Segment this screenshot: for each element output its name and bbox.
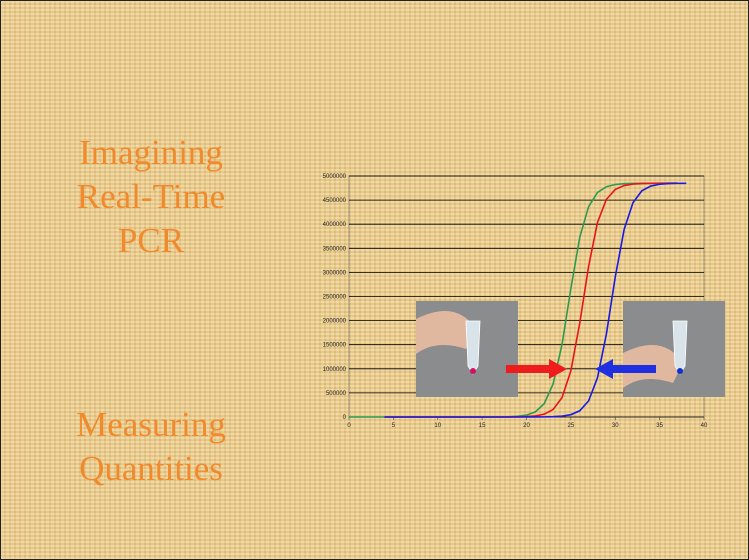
subtitle-line: Quantities [79, 449, 223, 488]
tube [672, 320, 688, 375]
series-line [384, 182, 687, 418]
x-tick-label: 0 [347, 423, 351, 429]
x-tick-label: 5 [392, 423, 396, 429]
y-tick-label: 0 [343, 415, 347, 421]
x-tick-label: 10 [434, 423, 441, 429]
y-tick-label: 3000000 [323, 270, 347, 276]
y-tick-label: 3500000 [323, 246, 347, 252]
y-tick-label: 4500000 [323, 198, 347, 204]
x-tick-label: 40 [701, 423, 708, 429]
title-line: Imagining [79, 133, 223, 172]
x-tick-label: 25 [568, 423, 575, 429]
y-tick-label: 2500000 [323, 295, 347, 301]
subtitle-line: Measuring [76, 405, 226, 444]
red-arrow [506, 359, 567, 379]
title: Imagining Real-Time PCR [31, 131, 271, 263]
y-tick-label: 1000000 [323, 367, 347, 373]
tube-photo [623, 301, 725, 397]
finger [416, 311, 476, 354]
y-tick-label: 1500000 [323, 343, 347, 349]
x-tick-label: 20 [523, 423, 530, 429]
y-tick-label: 5000000 [323, 174, 347, 180]
y-tick-label: 4000000 [323, 222, 347, 228]
tube [465, 320, 481, 375]
x-tick-label: 15 [479, 423, 486, 429]
subtitle: Measuring Quantities [31, 403, 271, 491]
x-tick-label: 30 [612, 423, 619, 429]
y-tick-label: 2000000 [323, 319, 347, 325]
blue-arrow [595, 359, 656, 379]
y-tick-label: 500000 [326, 391, 347, 397]
title-line: PCR [117, 221, 185, 260]
x-tick-label: 35 [656, 423, 663, 429]
tube-tip [470, 368, 476, 374]
tube-photo [416, 301, 518, 397]
tube-tip [677, 368, 683, 374]
title-line: Real-Time [76, 177, 226, 216]
